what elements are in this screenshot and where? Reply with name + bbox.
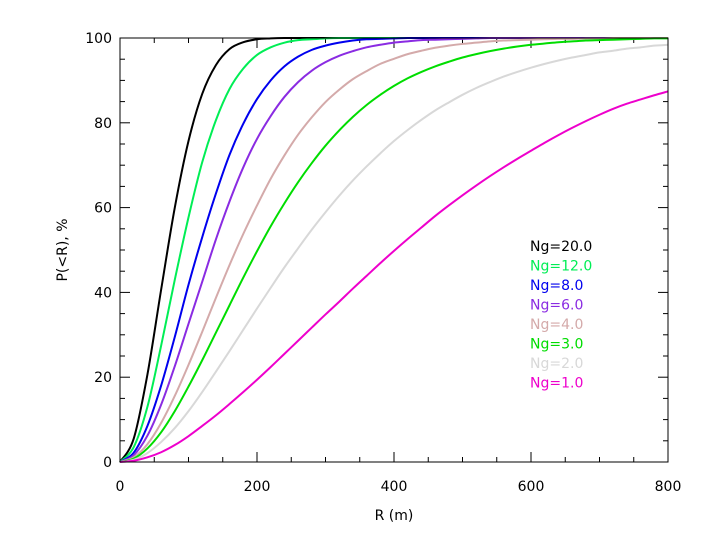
legend-entry: Ng=8.0 bbox=[530, 278, 583, 294]
x-tick-label: 200 bbox=[244, 479, 271, 495]
series-line bbox=[119, 90, 669, 463]
x-tick-label: 600 bbox=[518, 479, 545, 495]
y-tick-label: 40 bbox=[94, 285, 112, 301]
x-tick-label: 400 bbox=[381, 479, 408, 495]
y-tick-label: 80 bbox=[94, 116, 112, 132]
legend-entry: Ng=2.0 bbox=[530, 356, 583, 372]
legend-entry: Ng=3.0 bbox=[530, 337, 583, 353]
y-tick-label: 60 bbox=[94, 201, 112, 217]
legend-entry: Ng=20.0 bbox=[530, 239, 592, 255]
x-tick-labels: 0 200 400 600 800 bbox=[116, 479, 682, 495]
plot-frame bbox=[119, 37, 669, 463]
legend-entry: Ng=1.0 bbox=[530, 376, 583, 392]
x-axis-label: R (m) bbox=[375, 508, 414, 524]
legend-entry: Ng=6.0 bbox=[530, 298, 583, 314]
y-axis-label: P(<R), % bbox=[55, 218, 71, 281]
legend-entry: Ng=4.0 bbox=[530, 317, 583, 333]
y-tick-labels: 0 20 40 60 80 100 bbox=[85, 31, 112, 471]
legend: Ng=20.0 Ng=12.0 Ng=8.0 Ng=6.0 Ng=4.0 Ng=3.0 Ng… bbox=[530, 239, 592, 392]
y-tick-label: 0 bbox=[103, 455, 112, 471]
y-tick-label: 100 bbox=[85, 31, 112, 47]
series-line bbox=[119, 37, 668, 463]
x-tick-label: 800 bbox=[655, 479, 682, 495]
series-line bbox=[119, 37, 668, 463]
y-tick-label: 20 bbox=[94, 370, 112, 386]
series-line bbox=[119, 43, 669, 463]
x-tick-label: 0 bbox=[116, 479, 125, 495]
legend-entry: Ng=12.0 bbox=[530, 259, 592, 275]
